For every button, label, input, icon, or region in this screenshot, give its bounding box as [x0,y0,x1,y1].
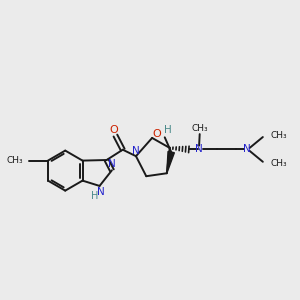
Text: N: N [108,159,116,169]
Text: CH₃: CH₃ [270,159,287,168]
Text: N: N [132,146,140,156]
Text: O: O [152,129,161,140]
Text: N: N [195,144,203,154]
Polygon shape [167,152,174,173]
Text: H: H [91,191,98,201]
Text: CH₃: CH₃ [270,131,287,140]
Text: N: N [97,188,105,197]
Text: O: O [110,125,118,135]
Text: CH₃: CH₃ [7,156,24,165]
Text: H: H [164,125,172,135]
Text: CH₃: CH₃ [191,124,208,133]
Text: N: N [243,144,250,154]
